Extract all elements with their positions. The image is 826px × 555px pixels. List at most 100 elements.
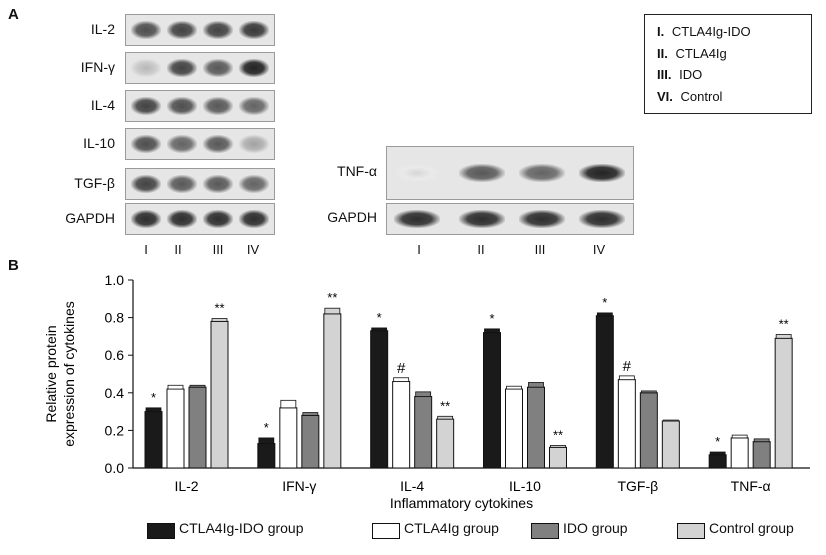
significance-marker: * [602, 295, 607, 310]
error-bar [618, 375, 635, 381]
error-bar [280, 399, 297, 409]
protein-band [239, 210, 269, 228]
protein-band [131, 210, 161, 228]
category-label: IFN-γ [282, 478, 316, 494]
bar [527, 386, 545, 469]
error-bar [753, 438, 770, 443]
protein-band [203, 135, 233, 153]
panel-b-letter: B [8, 257, 19, 274]
protein-band [519, 210, 565, 228]
error-bar [484, 328, 500, 334]
blot-row-label: IL-2 [90, 21, 115, 37]
bar [166, 388, 185, 469]
legend-numeral: VI. [657, 89, 673, 104]
legend-label: CTLA4Ig group [404, 520, 499, 536]
y-tick-label: 0.2 [105, 422, 125, 438]
legend-label: CTLA4Ig [675, 46, 727, 61]
protein-band [519, 164, 565, 182]
bar [414, 396, 433, 469]
y-tick-label: 0.4 [105, 385, 125, 401]
blot-strip [125, 90, 275, 122]
bar [617, 379, 636, 469]
protein-band [203, 175, 233, 193]
blot-strip [125, 168, 275, 200]
protein-band [167, 59, 197, 77]
significance-marker: ** [779, 317, 789, 332]
significance-marker: ** [553, 427, 563, 442]
legend-row: I. CTLA4Ig-IDO [657, 24, 751, 39]
legend-numeral: III. [657, 67, 672, 82]
protein-band [239, 175, 269, 193]
error-bar [302, 412, 319, 416]
error-bar [775, 334, 792, 339]
error-bar [211, 318, 228, 322]
lane-label: II [174, 242, 182, 257]
protein-band [167, 175, 197, 193]
legend-label: IDO [679, 67, 703, 82]
protein-band [394, 210, 440, 228]
legend-numeral: I. [657, 24, 665, 39]
significance-marker: # [623, 358, 632, 375]
panel-a-letter: A [8, 6, 19, 23]
lane-label: IV [592, 242, 606, 257]
error-bar [662, 419, 679, 422]
bar [774, 337, 793, 469]
error-bar [640, 390, 657, 394]
bar [392, 381, 411, 469]
blot-strip [125, 52, 275, 84]
bar [279, 407, 298, 469]
error-bar [709, 451, 726, 456]
protein-band [167, 21, 197, 39]
lane-label: I [417, 242, 421, 257]
error-bar [731, 434, 748, 439]
protein-band [131, 21, 161, 39]
protein-band [239, 21, 269, 39]
blot-row-label: IL-4 [90, 97, 115, 113]
error-bar [324, 307, 341, 315]
blot-strip [386, 203, 634, 235]
error-bar [145, 407, 162, 412]
error-bar [528, 382, 544, 388]
protein-band [239, 135, 269, 153]
y-tick-label: 0.8 [105, 310, 125, 326]
bar-chart: 0.0 0.2 0.4 0.6 0.8 1.0 Relative protein expres… [43, 272, 810, 511]
x-axis-title: Inflammatory cytokines [390, 495, 533, 511]
bar [188, 386, 207, 469]
protein-band [167, 97, 197, 115]
legend-label: Control [680, 89, 723, 104]
blot-row-label: GAPDH [65, 210, 115, 226]
bar [708, 454, 727, 469]
blot-row-label: TGF-β [74, 175, 115, 191]
error-bar [550, 445, 566, 448]
legend-swatch [531, 523, 559, 539]
error-bar [437, 415, 454, 420]
significance-marker: # [397, 360, 406, 377]
protein-band [203, 21, 233, 39]
protein-band [131, 97, 161, 115]
significance-marker: ** [440, 398, 450, 413]
bar [639, 392, 658, 469]
bar [257, 443, 276, 469]
legend-row: III. IDO [657, 67, 702, 82]
lane-label: III [534, 242, 546, 257]
legend-swatch [147, 523, 175, 539]
legend-numeral: II. [657, 46, 668, 61]
bar [661, 420, 680, 469]
significance-marker: * [151, 390, 156, 405]
category-label: IL-4 [400, 478, 424, 494]
protein-band [131, 59, 161, 77]
error-bar [506, 385, 522, 390]
category-label: TGF-β [617, 478, 658, 494]
error-bar [189, 384, 206, 388]
bar [323, 313, 342, 469]
group-legend-box: I. CTLA4Ig-IDO II. CTLA4Ig III. IDO VI. … [644, 14, 812, 114]
bar [549, 446, 567, 469]
significance-marker: ** [327, 290, 337, 305]
bar [730, 437, 749, 469]
significance-marker: ** [214, 301, 224, 316]
bar [595, 315, 614, 469]
blot-row-label: GAPDH [327, 209, 377, 225]
y-tick-label: 1.0 [105, 272, 125, 288]
significance-marker: * [377, 310, 382, 325]
bar [752, 441, 771, 469]
